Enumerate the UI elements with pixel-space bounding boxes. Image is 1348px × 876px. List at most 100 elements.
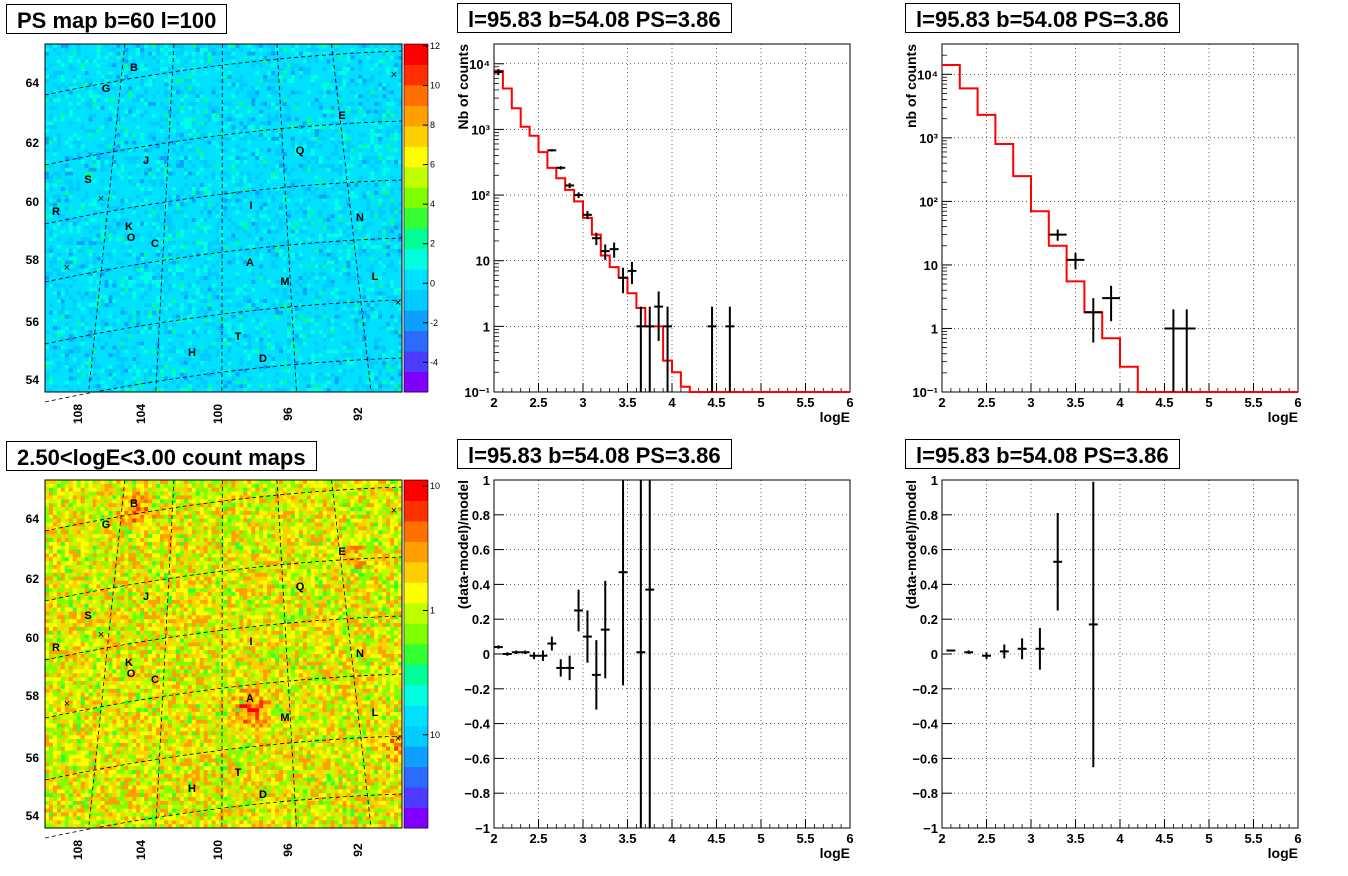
- colorbar-step: [404, 289, 428, 311]
- data-point: [591, 232, 601, 246]
- lat-tick-label: 60: [26, 631, 40, 645]
- source-label-H: H: [188, 783, 196, 795]
- x-tick-label: 5.5: [1244, 831, 1262, 846]
- lon-tick-label: 96: [281, 407, 295, 421]
- graticule-lon-line: [276, 43, 297, 393]
- source-label-O: O: [127, 668, 136, 680]
- y-tick-label: 0.2: [472, 612, 490, 627]
- colorbar-step: [404, 664, 428, 686]
- x-tick-label: 4.5: [707, 395, 725, 410]
- source-label-L: L: [372, 707, 379, 719]
- colorbar-step: [404, 207, 428, 229]
- x-tick-label: 6: [1294, 831, 1301, 846]
- cross-marker: ×: [391, 505, 397, 517]
- y-tick-label: 10⁴: [469, 57, 490, 72]
- lat-tick-label: 58: [26, 253, 40, 267]
- source-label-I: I: [249, 636, 252, 648]
- y-tick-label: 0: [483, 647, 490, 662]
- x-tick-label: 5: [1205, 395, 1212, 410]
- y-tick-label: −0.6: [912, 751, 938, 766]
- y-tick-label: −0.2: [464, 682, 490, 697]
- x-tick-label: 5.5: [796, 831, 814, 846]
- spectrum-chart-panel: 2 2.5 3 3.5 4 4.5 5 5.5 6 10⁻¹ 1 10 10² 10³ 10⁴ logE Nb …: [450, 0, 890, 432]
- y-tick-label: 0.8: [920, 508, 938, 523]
- data-point: [1164, 309, 1183, 392]
- spectrum-chart-2-panel: 2 2.5 3 3.5 4 4.5 5 5.5 6 10⁻¹ 1 10 10² 10³ 10⁴ logE nb …: [898, 0, 1338, 432]
- map-frame: [44, 479, 403, 829]
- data-point: [636, 306, 646, 392]
- data-point: [618, 267, 628, 294]
- y-tick-label: 10⁴: [917, 67, 938, 82]
- graticule-lon-line: [88, 479, 126, 829]
- y-tick-label: 10: [476, 254, 490, 269]
- source-label-C: C: [151, 674, 159, 686]
- data-point: [583, 610, 592, 663]
- colorbar-step: [404, 187, 428, 209]
- data-point: [511, 650, 521, 654]
- residual-chart-2-title: l=95.83 b=54.08 PS=3.86: [905, 439, 1180, 469]
- colorbar-frame: [403, 43, 429, 393]
- spectrum-chart-svg: 2 2.5 3 3.5 4 4.5 5 5.5 6 10⁻¹ 1 10 10² 10³ 10⁴ logE Nb …: [455, 43, 854, 425]
- data-point: [547, 636, 557, 651]
- colorbar-tick-label: 10: [430, 481, 440, 491]
- colorbar-step: [404, 125, 428, 147]
- y-tick-label: −0.6: [464, 751, 490, 766]
- x-tick-label: 5: [757, 831, 764, 846]
- x-tick-label: 3.5: [618, 831, 636, 846]
- lat-tick-label: 56: [26, 751, 40, 765]
- y-tick-label: 10⁻¹: [464, 385, 490, 400]
- grid: [941, 479, 1299, 829]
- colorbar-tick-label: -4: [430, 357, 438, 367]
- colorbar-tick-label: 0: [430, 278, 435, 288]
- residual-chart-title: l=95.83 b=54.08 PS=3.86: [457, 439, 732, 469]
- colorbar-step: [404, 602, 428, 624]
- data-point: [627, 261, 637, 285]
- graticule-lon-line: [155, 479, 175, 829]
- data-point: [1102, 285, 1120, 322]
- data-point: [725, 306, 735, 392]
- x-tick-label: 2.5: [529, 395, 547, 410]
- data-point: [1066, 252, 1085, 270]
- y-axis-title: (data-model)/model: [455, 480, 471, 609]
- data-point: [574, 192, 583, 199]
- residual-chart-svg: 2 2.5 3 3.5 4 4.5 5 5.5 6 −1 −0.8 −0.6 −0.4 −0.2 0 0.2 0…: [455, 473, 854, 861]
- lat-tick-label: 62: [26, 136, 40, 150]
- data-point: [618, 480, 628, 686]
- source-label-K: K: [125, 657, 133, 669]
- x-tick-label: 6: [846, 395, 853, 410]
- data-point: [1035, 627, 1045, 670]
- colorbar-step: [404, 269, 428, 291]
- graticule-lon-line: [88, 43, 126, 393]
- source-label-M: M: [280, 712, 289, 724]
- source-label-J: J: [143, 591, 149, 603]
- y-tick-label: −0.2: [912, 682, 938, 697]
- source-label-R: R: [52, 206, 60, 218]
- data-point: [538, 650, 548, 661]
- data-point: [520, 650, 530, 654]
- cross-marker: ×: [98, 629, 104, 641]
- data-point: [565, 655, 575, 681]
- colorbar-tick-label: 6: [430, 160, 435, 170]
- colorbar-tick-label: 12: [430, 41, 440, 51]
- data-point: [1177, 309, 1196, 392]
- colorbar-step: [404, 643, 428, 665]
- source-label-J: J: [143, 155, 149, 167]
- y-tick-label: 10²: [471, 188, 490, 203]
- source-label-R: R: [52, 642, 60, 654]
- ps-map-panel: 12 10 8 6 4 2 0 -2 -4 64 62 60 58 56 54 108 104 100 96 92 B G…: [0, 0, 440, 432]
- x-tick-label: 4.5: [707, 831, 725, 846]
- data-point: [547, 149, 557, 152]
- y-tick-label: 0.6: [472, 543, 490, 558]
- colorbar-step: [404, 623, 428, 645]
- colorbar-step: [404, 500, 428, 522]
- x-tick-label: 3: [1027, 831, 1034, 846]
- data-point: [583, 211, 592, 220]
- y-tick-label: 1: [483, 473, 490, 488]
- y-tick-label: 10²: [919, 194, 938, 209]
- colorbar-step: [404, 105, 428, 127]
- colorbar-tick-label: -2: [430, 318, 438, 328]
- x-tick-label: 3: [579, 395, 586, 410]
- y-tick-label: 1: [483, 319, 490, 334]
- colorbar-step: [404, 84, 428, 106]
